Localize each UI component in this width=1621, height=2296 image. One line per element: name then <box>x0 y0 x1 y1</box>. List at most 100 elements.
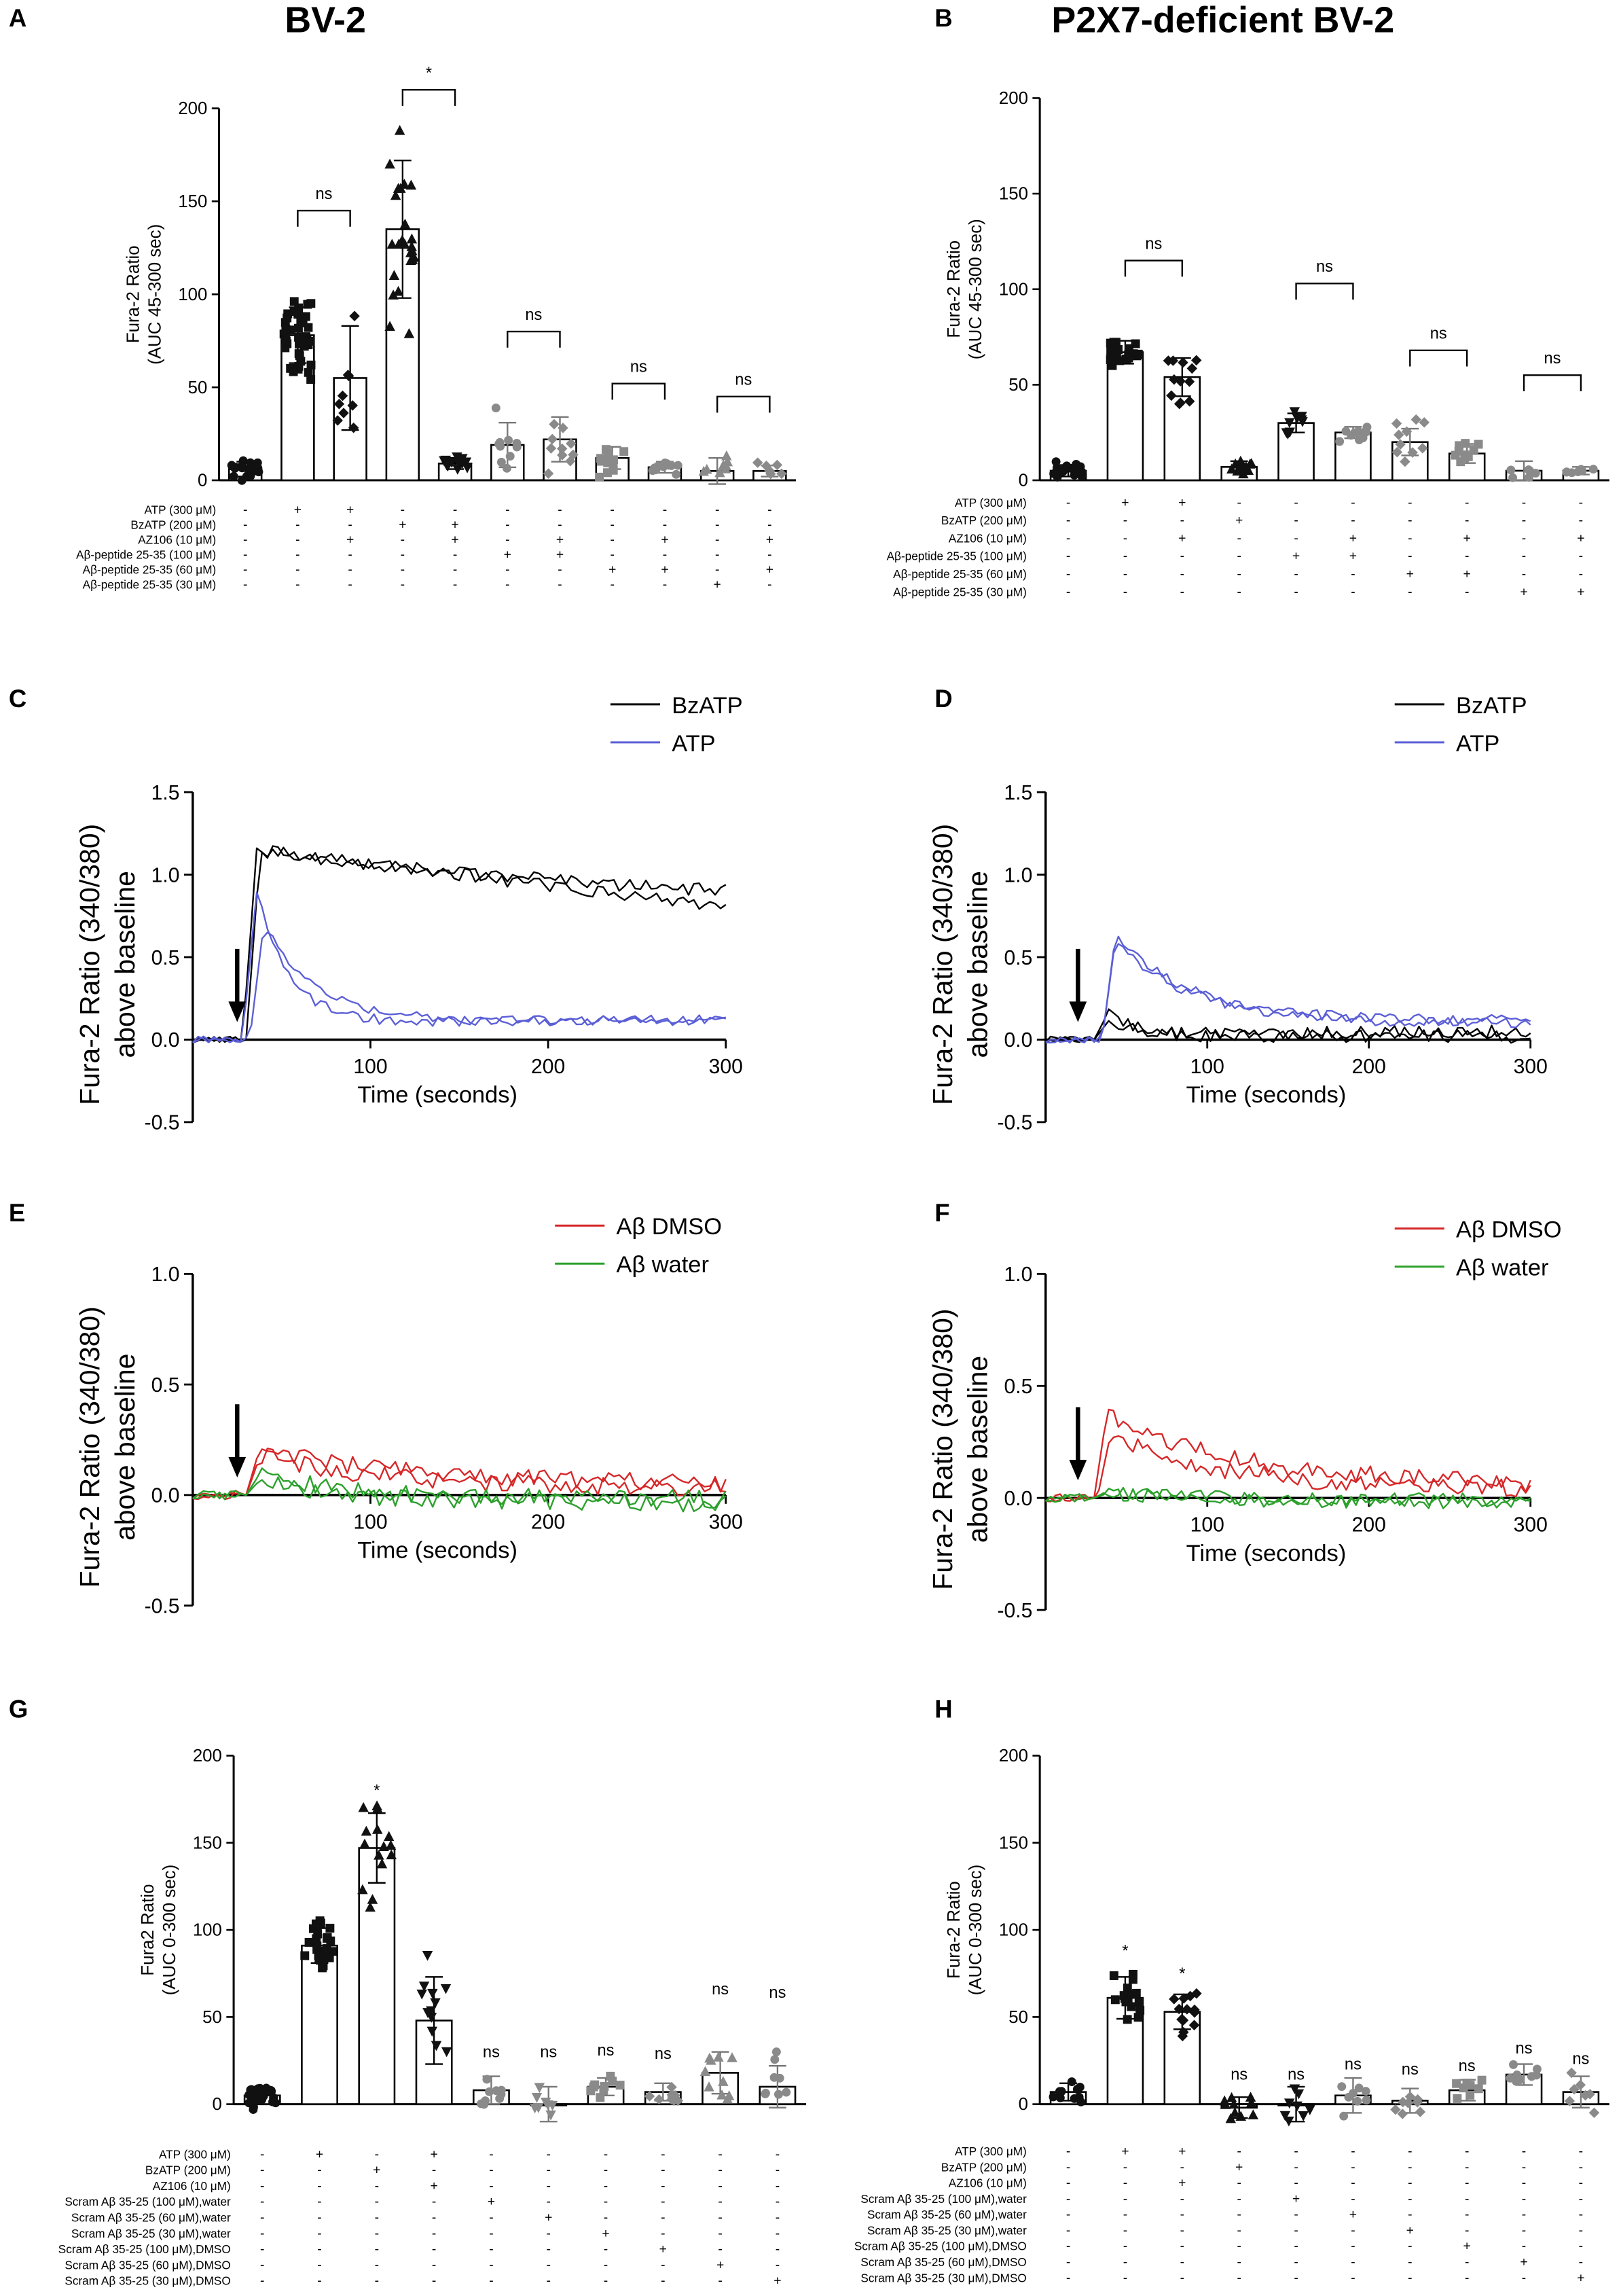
condition-sign: - <box>547 2194 551 2209</box>
condition-sign: - <box>348 562 352 577</box>
condition-sign: + <box>1349 531 1357 545</box>
condition-label: BzATP (200 μM) <box>145 2164 231 2177</box>
condition-sign: - <box>453 503 457 518</box>
condition-sign: - <box>295 533 299 548</box>
condition-sign: - <box>1465 2223 1469 2238</box>
significance-label: ns <box>483 2043 500 2061</box>
condition-sign: - <box>489 2242 493 2257</box>
condition-sign: - <box>767 548 771 562</box>
significance-bracket <box>1295 283 1354 300</box>
condition-sign: - <box>661 2274 665 2289</box>
condition-sign: + <box>1235 2159 1243 2174</box>
condition-sign: + <box>716 2257 724 2272</box>
condition-sign: - <box>489 2274 493 2289</box>
condition-sign: + <box>661 533 668 548</box>
data-point <box>775 2073 784 2083</box>
data-point <box>1245 2097 1257 2108</box>
condition-sign: + <box>1520 584 1527 599</box>
data-point <box>399 218 411 229</box>
data-point <box>1225 2113 1237 2123</box>
condition-label: Scram Aβ 35-25 (30 μM),water <box>71 2227 231 2240</box>
condition-sign: - <box>1123 2270 1127 2285</box>
condition-sign: - <box>375 2242 379 2257</box>
condition-sign: - <box>260 2147 264 2162</box>
condition-label: Scram Aβ 35-25 (60 μM),water <box>867 2208 1027 2221</box>
data-point <box>534 2083 545 2094</box>
data-point <box>644 2091 655 2102</box>
data-point <box>596 2093 605 2102</box>
data-point <box>1133 349 1143 359</box>
data-point <box>1397 2109 1408 2119</box>
data-point <box>371 1824 383 1834</box>
condition-sign: - <box>558 518 562 533</box>
data-point <box>1588 2107 1600 2118</box>
condition-sign: - <box>604 2163 608 2178</box>
condition-sign: - <box>1123 2159 1127 2174</box>
condition-sign: - <box>776 2163 780 2178</box>
condition-sign: - <box>715 503 719 518</box>
condition-sign: - <box>1351 2176 1355 2191</box>
data-point <box>294 332 303 342</box>
significance-label: ns <box>1572 2051 1589 2068</box>
condition-sign: + <box>1520 2255 1527 2270</box>
data-point <box>442 461 454 472</box>
significance-label: ns <box>1145 235 1162 253</box>
condition-sign: + <box>1121 2144 1129 2159</box>
condition-sign: - <box>1465 2207 1469 2222</box>
data-point <box>1133 2013 1143 2022</box>
condition-sign: - <box>1465 2159 1469 2174</box>
y-axis-label-line: (AUC 45-300 sec) <box>146 224 165 365</box>
y-tick-label: 150 <box>999 1833 1028 1852</box>
data-point <box>1353 427 1363 436</box>
condition-sign: - <box>317 2257 321 2272</box>
data-point <box>357 1884 368 1895</box>
data-point <box>494 440 504 449</box>
y-tick-label: 200 <box>193 1746 222 1765</box>
data-point <box>1335 437 1345 446</box>
data-point <box>1226 463 1237 474</box>
y-axis-label: Fura-2 Ratio (340/380) above baseline <box>74 1306 141 1588</box>
y-tick-label: 150 <box>178 192 207 211</box>
y-tick-label: 0.0 <box>151 1485 180 1507</box>
y-tick-label: 0.5 <box>1004 947 1033 969</box>
data-point <box>1235 2111 1246 2121</box>
condition-sign: - <box>432 2257 436 2272</box>
condition-label: Scram Aβ 35-25 (60 μM),water <box>71 2210 231 2224</box>
y-tick-label: -0.5 <box>998 1600 1033 1622</box>
data-point <box>267 2087 276 2096</box>
data-point <box>752 457 763 468</box>
condition-sign: - <box>432 2242 436 2257</box>
condition-sign: - <box>1522 2191 1526 2206</box>
data-point <box>361 1825 372 1836</box>
data-point <box>673 461 682 470</box>
condition-sign: - <box>1579 513 1583 528</box>
data-point <box>557 450 568 461</box>
condition-sign: - <box>604 2194 608 2209</box>
condition-sign: + <box>1577 584 1584 599</box>
condition-label: AZ106 (10 μM) <box>153 2179 231 2193</box>
data-point <box>304 1937 314 1947</box>
y-tick-label: 0.0 <box>1004 1488 1033 1510</box>
condition-sign: - <box>1408 584 1412 599</box>
condition-sign: - <box>1123 2239 1127 2254</box>
y-tick-label: 1.5 <box>151 782 180 804</box>
condition-sign: - <box>1522 2239 1526 2254</box>
data-point <box>1569 2084 1580 2095</box>
y-tick-label: 50 <box>202 2008 222 2027</box>
data-point <box>325 1924 335 1933</box>
condition-sign: + <box>294 503 302 518</box>
condition-sign: - <box>1351 513 1355 528</box>
data-point <box>306 375 316 384</box>
data-point <box>365 1901 376 1912</box>
condition-sign: - <box>1123 2207 1127 2222</box>
data-point <box>595 472 604 482</box>
condition-sign: - <box>1123 2191 1127 2206</box>
condition-sign: - <box>776 2257 780 2272</box>
data-point <box>721 450 732 461</box>
y-tick-label: 0.0 <box>1004 1029 1033 1052</box>
condition-sign: + <box>451 533 458 548</box>
data-point <box>1075 2083 1085 2092</box>
condition-sign: - <box>1294 584 1298 599</box>
data-point <box>1110 1995 1120 2005</box>
y-axis-label-line: Fura2 Ratio <box>139 1884 158 1976</box>
